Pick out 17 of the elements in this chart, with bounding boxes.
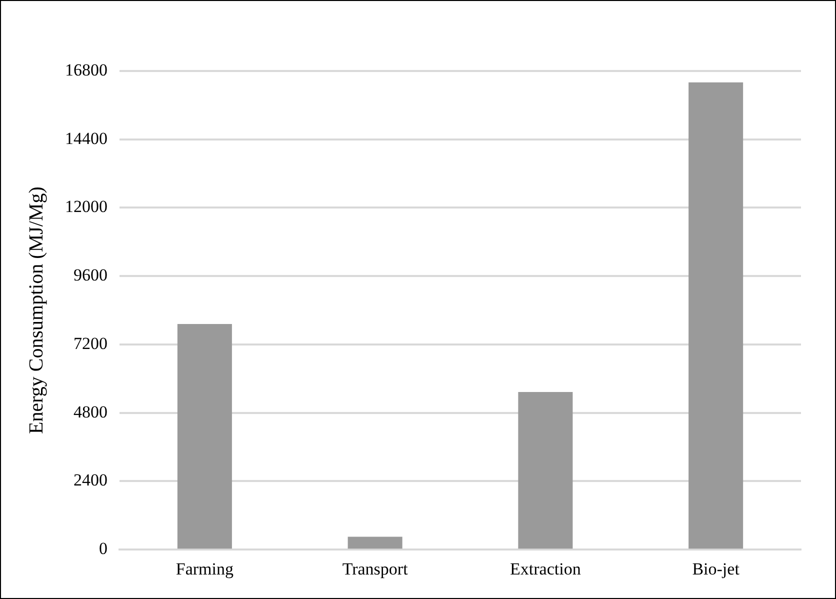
bar bbox=[688, 82, 744, 549]
y-tick-label: 12000 bbox=[65, 197, 108, 216]
y-tick-label: 0 bbox=[99, 539, 108, 558]
x-tick-label: Bio-jet bbox=[692, 559, 740, 578]
y-tick-label: 2400 bbox=[74, 470, 108, 490]
x-tick-label: Transport bbox=[342, 559, 408, 578]
bar bbox=[518, 392, 573, 549]
x-tick-label: Extraction bbox=[510, 559, 582, 578]
y-tick-label: 4800 bbox=[74, 402, 108, 422]
y-tick-label: 7200 bbox=[74, 334, 108, 353]
bar bbox=[348, 536, 402, 549]
y-tick-label: 16800 bbox=[65, 60, 108, 80]
x-tick-label: Farming bbox=[176, 559, 234, 578]
y-tick-label: 9600 bbox=[74, 266, 108, 285]
y-tick-label: 14400 bbox=[65, 128, 108, 148]
bar bbox=[177, 324, 232, 549]
y-axis-title: Energy Consumption (MJ/Mg) bbox=[25, 186, 48, 434]
